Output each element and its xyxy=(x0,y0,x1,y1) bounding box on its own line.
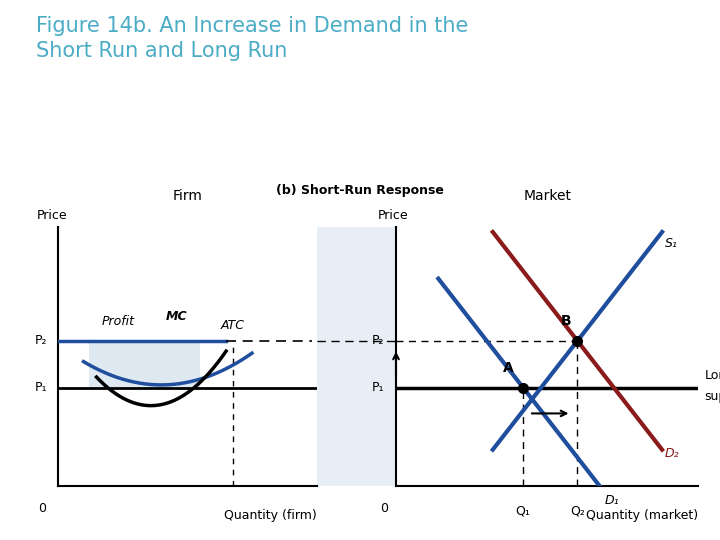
Text: Quantity (firm): Quantity (firm) xyxy=(224,509,317,522)
Text: Market: Market xyxy=(523,188,571,202)
Text: MC: MC xyxy=(166,310,188,323)
Text: Long-run: Long-run xyxy=(704,369,720,382)
Text: Price: Price xyxy=(37,208,68,221)
Text: D₁: D₁ xyxy=(605,494,619,507)
Text: B: B xyxy=(561,314,572,328)
Text: 0: 0 xyxy=(38,502,46,515)
Text: supply: supply xyxy=(704,390,720,403)
Text: Quantity (market): Quantity (market) xyxy=(586,509,698,522)
Text: D₂: D₂ xyxy=(665,447,680,460)
Text: S₁: S₁ xyxy=(665,237,678,250)
Text: Figure 14b. An Increase in Demand in the
Short Run and Long Run: Figure 14b. An Increase in Demand in the… xyxy=(36,16,469,61)
Text: P₁: P₁ xyxy=(372,381,384,394)
Text: (b) Short-Run Response: (b) Short-Run Response xyxy=(276,184,444,197)
Text: P₂: P₂ xyxy=(35,334,48,347)
Text: P₂: P₂ xyxy=(372,334,384,347)
Bar xyxy=(89,341,200,388)
Text: ATC: ATC xyxy=(221,319,245,332)
Text: Q₂: Q₂ xyxy=(570,504,585,517)
Text: Profit: Profit xyxy=(102,315,135,328)
Text: Q₁: Q₁ xyxy=(516,504,531,517)
Text: A: A xyxy=(503,361,514,375)
Text: P₁: P₁ xyxy=(35,381,48,394)
Text: 0: 0 xyxy=(380,502,388,515)
Text: Price: Price xyxy=(378,208,408,221)
Text: Firm: Firm xyxy=(172,188,202,202)
